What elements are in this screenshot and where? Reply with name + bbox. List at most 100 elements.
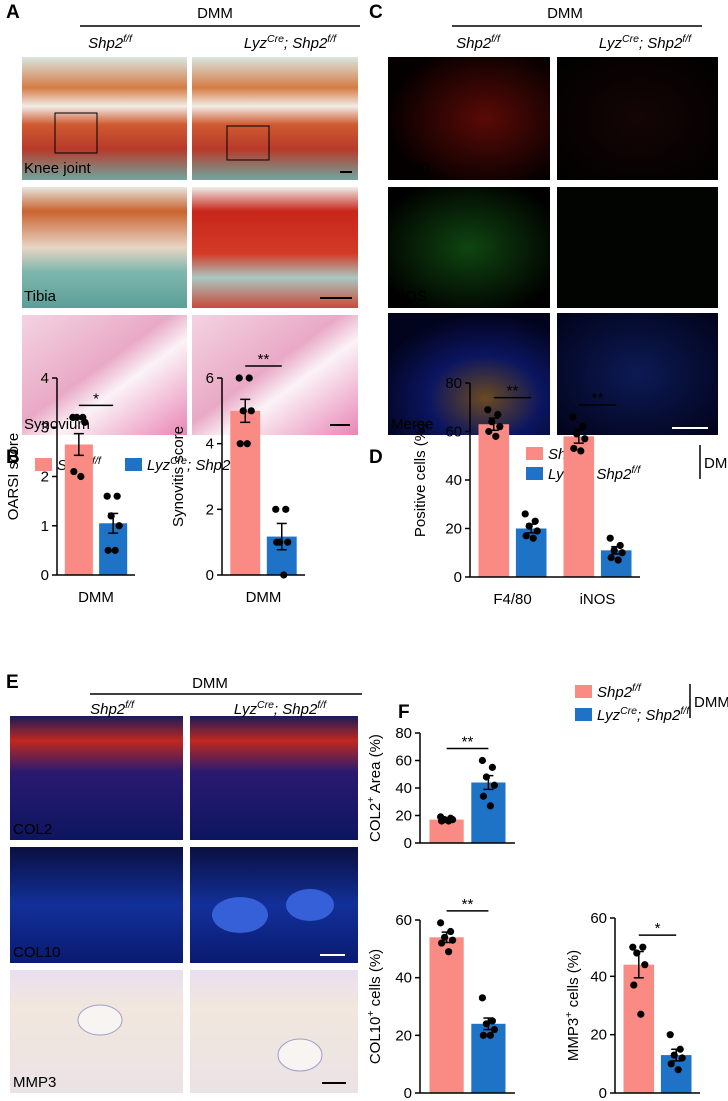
data-point bbox=[479, 792, 487, 800]
significance-label: ** bbox=[462, 734, 474, 751]
data-point bbox=[245, 374, 253, 382]
text-part: f/f bbox=[92, 455, 102, 467]
data-point bbox=[282, 505, 290, 513]
y-tick-label: 40 bbox=[445, 472, 462, 489]
text-part: Cre bbox=[170, 455, 187, 467]
legend-swatch bbox=[125, 458, 142, 471]
text-part: f/f bbox=[631, 464, 641, 476]
data-point bbox=[273, 538, 281, 546]
legend-swatch bbox=[526, 467, 543, 480]
stain-region bbox=[212, 897, 268, 933]
micrograph bbox=[557, 187, 718, 308]
data-point bbox=[243, 440, 251, 448]
significance-label: ** bbox=[592, 390, 604, 407]
data-point bbox=[272, 505, 280, 513]
data-point bbox=[577, 447, 585, 455]
bar bbox=[563, 436, 595, 577]
text-part: Shp2 bbox=[456, 35, 492, 52]
bar bbox=[478, 424, 510, 577]
data-point bbox=[236, 440, 244, 448]
text-part: MMP3 bbox=[565, 1018, 582, 1061]
data-point bbox=[639, 943, 647, 951]
text-part: f/f bbox=[125, 699, 135, 711]
panel-label: B bbox=[6, 447, 20, 468]
x-tick-label: F4/80 bbox=[493, 591, 531, 608]
text-part: Shp2 bbox=[88, 35, 124, 52]
micrograph bbox=[22, 315, 187, 435]
data-point bbox=[445, 948, 453, 956]
y-axis-label: OARSI score bbox=[5, 433, 22, 521]
y-tick-label: 60 bbox=[395, 912, 412, 929]
text-part: COL2 bbox=[367, 803, 384, 842]
text-part: Cre bbox=[257, 699, 274, 711]
y-axis-label: COL2+ Area (%) bbox=[365, 734, 384, 842]
data-point bbox=[441, 933, 449, 941]
data-point bbox=[494, 410, 502, 419]
data-point bbox=[449, 936, 457, 944]
text-part: Synovitis score bbox=[170, 426, 187, 527]
panel-c-images bbox=[388, 57, 718, 435]
image-label: Knee joint bbox=[24, 160, 92, 177]
y-tick-label: 40 bbox=[590, 968, 607, 985]
y-tick-label: 2 bbox=[206, 501, 214, 518]
micrograph bbox=[22, 57, 187, 180]
y-tick-label: 20 bbox=[445, 521, 462, 538]
data-point bbox=[437, 919, 445, 927]
micrograph bbox=[557, 57, 718, 180]
micrograph bbox=[388, 187, 550, 308]
text-part: Area (%) bbox=[367, 734, 384, 797]
data-point bbox=[522, 532, 530, 540]
data-point bbox=[573, 430, 581, 438]
text-part: + bbox=[563, 1012, 575, 1018]
data-point bbox=[239, 407, 247, 415]
data-point bbox=[486, 1031, 494, 1039]
condition-header: DMM bbox=[547, 5, 583, 22]
y-tick-label: 2 bbox=[41, 469, 49, 486]
text-part: cells (%) bbox=[565, 950, 582, 1012]
panel-a-images bbox=[22, 57, 358, 435]
genotype-label: LyzCre; Shp2f/f bbox=[599, 33, 692, 52]
text-part: Positive cells (%) bbox=[412, 423, 429, 537]
text-part: ; Shp2 bbox=[274, 701, 318, 718]
panel-label: E bbox=[6, 672, 19, 693]
y-tick-label: 0 bbox=[41, 567, 49, 584]
text-part: COL10 bbox=[367, 1017, 384, 1065]
text-part: cells (%) bbox=[367, 949, 384, 1011]
micrograph bbox=[10, 716, 183, 840]
data-point bbox=[447, 927, 455, 936]
y-tick-label: 1 bbox=[41, 518, 49, 535]
text-part: Lyz bbox=[234, 701, 258, 718]
micrograph bbox=[190, 970, 358, 1093]
y-tick-label: 6 bbox=[206, 370, 214, 387]
y-tick-label: 20 bbox=[395, 1027, 412, 1044]
y-tick-label: 20 bbox=[395, 808, 412, 825]
data-point bbox=[479, 1031, 487, 1039]
y-tick-label: 60 bbox=[395, 753, 412, 770]
data-point bbox=[490, 1025, 498, 1034]
x-tick-label: iNOS bbox=[580, 591, 616, 608]
image-label: COL10 bbox=[13, 944, 61, 961]
y-tick-label: 80 bbox=[445, 375, 462, 392]
panel-label: A bbox=[6, 2, 20, 23]
image-label: Merge bbox=[391, 416, 434, 433]
y-tick-label: 0 bbox=[599, 1085, 607, 1101]
bar bbox=[230, 410, 261, 575]
data-point bbox=[438, 817, 446, 825]
y-tick-label: 40 bbox=[395, 780, 412, 797]
bar bbox=[429, 937, 464, 1093]
y-tick-label: 4 bbox=[206, 436, 214, 453]
legend-swatch bbox=[575, 685, 592, 698]
bar bbox=[429, 819, 464, 843]
text-part: ; Shp2 bbox=[187, 457, 231, 474]
y-axis-label: Positive cells (%) bbox=[412, 423, 429, 537]
data-point bbox=[284, 538, 292, 546]
data-point bbox=[521, 510, 529, 518]
y-tick-label: 60 bbox=[445, 424, 462, 441]
bar bbox=[600, 550, 632, 577]
data-point bbox=[486, 802, 494, 810]
y-tick-label: 3 bbox=[41, 419, 49, 436]
panel-label: C bbox=[369, 2, 383, 23]
data-point bbox=[569, 413, 577, 421]
text-part: Cre bbox=[622, 33, 639, 45]
micrograph bbox=[192, 57, 358, 180]
